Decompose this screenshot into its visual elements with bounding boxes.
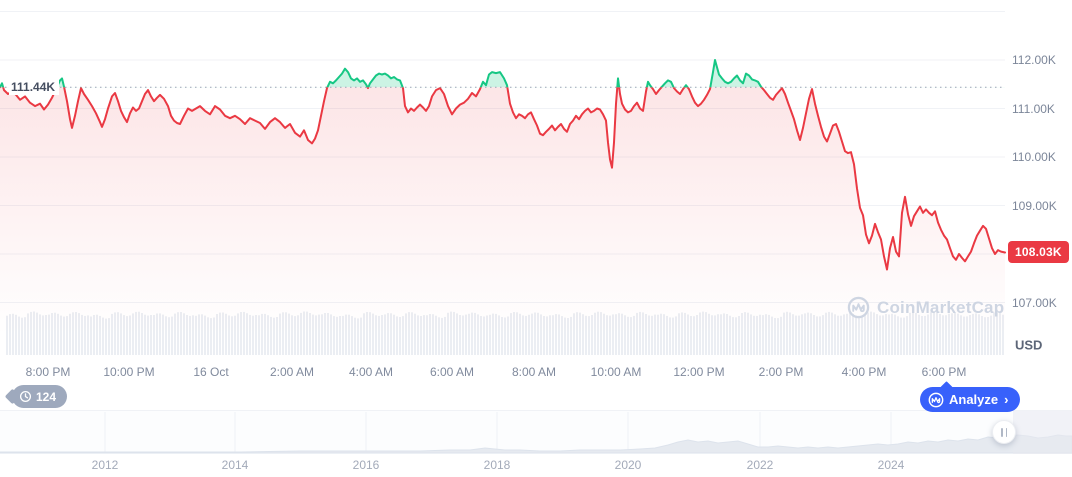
y-axis-label: 112.00K bbox=[1012, 53, 1056, 67]
watermark: CoinMarketCap bbox=[847, 296, 1004, 319]
y-axis-label: 110.00K bbox=[1012, 150, 1056, 164]
watermark-text: CoinMarketCap bbox=[877, 297, 1005, 317]
x-axis-label: 8:00 AM bbox=[511, 365, 557, 379]
y-axis-label: 111.00K bbox=[1012, 101, 1055, 116]
open-price-label: 111.44K bbox=[9, 79, 60, 95]
timeline-sparkline bbox=[0, 412, 1072, 454]
analyze-label: Analyze bbox=[949, 392, 999, 407]
timeline-year-label: 2016 bbox=[352, 458, 380, 472]
price-chart-svg[interactable] bbox=[0, 0, 1072, 358]
x-axis-label: 4:00 PM bbox=[841, 365, 887, 379]
x-axis-label: 2:00 PM bbox=[758, 365, 804, 379]
x-axis-label: 6:00 PM bbox=[921, 365, 967, 379]
x-axis-label: 16 Oct bbox=[193, 365, 229, 379]
timeline-brush[interactable] bbox=[0, 410, 1072, 454]
timeline-year-label: 2024 bbox=[877, 458, 905, 472]
x-axis-label: 8:00 PM bbox=[25, 365, 71, 379]
x-axis-label: 10:00 AM bbox=[590, 365, 642, 379]
clock-icon bbox=[19, 390, 32, 403]
coinmarketcap-logo-icon bbox=[847, 296, 870, 319]
currency-label: USD bbox=[1015, 337, 1043, 353]
x-axis-label: 12:00 PM bbox=[673, 365, 725, 379]
x-axis-label: 4:00 AM bbox=[348, 365, 394, 379]
history-count-chip[interactable]: 124 bbox=[12, 385, 68, 408]
y-axis-label: 109.00K bbox=[1012, 198, 1057, 213]
x-axis-label: 2:00 AM bbox=[269, 365, 315, 379]
brush-handle[interactable] bbox=[992, 420, 1016, 444]
history-count: 124 bbox=[36, 389, 57, 404]
timeline-year-label: 2014 bbox=[221, 458, 249, 472]
timeline-year-label: 2018 bbox=[483, 458, 511, 472]
current-price-badge: 108.03K bbox=[1008, 241, 1069, 263]
brush-unselected-region bbox=[1013, 411, 1072, 454]
chevron-right-icon: › bbox=[1004, 392, 1009, 407]
timeline-year-label: 2022 bbox=[746, 458, 774, 472]
timeline-year-label: 2012 bbox=[91, 458, 119, 472]
y-axis-label: 107.00K bbox=[1012, 295, 1057, 310]
x-axis-label: 10:00 PM bbox=[103, 365, 155, 379]
timeline-year-label: 2020 bbox=[614, 458, 642, 472]
coinmarketcap-logo-icon bbox=[928, 392, 944, 407]
x-axis-label: 6:00 AM bbox=[429, 365, 475, 379]
analyze-button[interactable]: Analyze › bbox=[920, 387, 1021, 412]
